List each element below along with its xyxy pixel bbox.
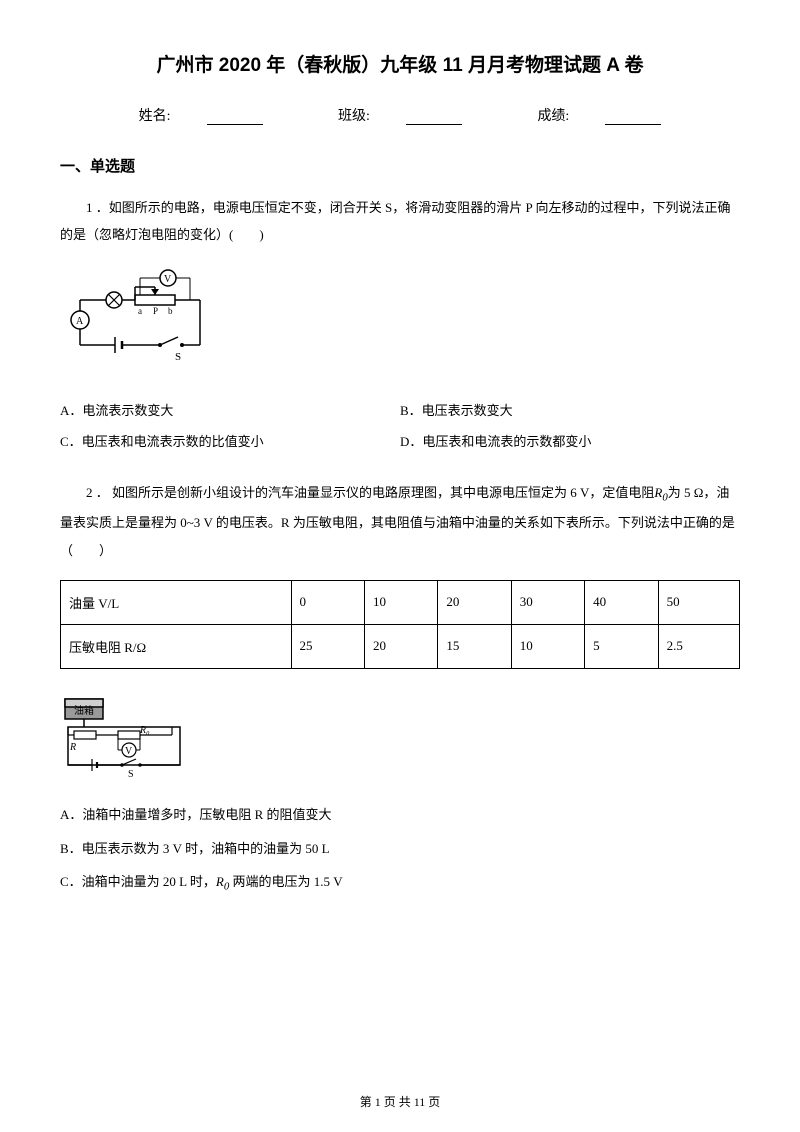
- svg-text:P: P: [153, 306, 158, 316]
- q1-option-b: B．电压表示数变大: [400, 395, 740, 426]
- table-header-resistance: 压敏电阻 R/Ω: [61, 624, 292, 668]
- table-header-oil: 油量 V/L: [61, 580, 292, 624]
- score-field: 成绩:: [519, 109, 679, 124]
- svg-text:油箱: 油箱: [74, 704, 94, 717]
- table-row: 压敏电阻 R/Ω 25 20 15 10 5 2.5: [61, 624, 740, 668]
- svg-text:R: R: [69, 742, 76, 753]
- q2-circuit-diagram: 油箱 R R₀ V: [60, 695, 740, 780]
- svg-text:b: b: [168, 306, 173, 316]
- table-row: 油量 V/L 0 10 20 30 40 50: [61, 580, 740, 624]
- svg-text:A: A: [76, 316, 84, 327]
- exam-title: 广州市 2020 年（春秋版）九年级 11 月月考物理试题 A 卷: [60, 50, 740, 77]
- q1-option-d: D．电压表和电流表的示数都变小: [400, 426, 740, 457]
- q1-circuit-diagram: S a P b V: [60, 265, 740, 375]
- q2-text: 2 ． 如图所示是创新小组设计的汽车油量显示仪的电路原理图，其中电源电压恒定为 …: [60, 479, 740, 564]
- q2-data-table: 油量 V/L 0 10 20 30 40 50 压敏电阻 R/Ω 25 20 1…: [60, 580, 740, 669]
- page-footer: 第 1 页 共 11 页: [0, 1093, 800, 1110]
- q2-options: A．油箱中油量增多时，压敏电阻 R 的阻值变大 B．电压表示数为 3 V 时，油…: [60, 798, 740, 901]
- q2-option-a: A．油箱中油量增多时，压敏电阻 R 的阻值变大: [60, 798, 740, 832]
- q2-option-c: C．油箱中油量为 20 L 时，R0 两端的电压为 1.5 V: [60, 865, 740, 901]
- q2-option-b: B．电压表示数为 3 V 时，油箱中的油量为 50 L: [60, 832, 740, 866]
- student-info-row: 姓名: 班级: 成绩:: [60, 105, 740, 125]
- svg-text:S: S: [175, 351, 181, 363]
- q1-options: A．电流表示数变大 B．电压表示数变大 C．电压表和电流表示数的比值变小 D．电…: [60, 395, 740, 457]
- svg-text:V: V: [164, 274, 172, 285]
- q1-option-c: C．电压表和电流表示数的比值变小: [60, 426, 400, 457]
- name-field: 姓名:: [121, 109, 281, 124]
- q1-option-a: A．电流表示数变大: [60, 395, 400, 426]
- svg-text:S: S: [128, 769, 134, 780]
- svg-text:R₀: R₀: [139, 725, 150, 736]
- q1-text: 1 ．如图所示的电路，电源电压恒定不变，闭合开关 S，将滑动变阻器的滑片 P 向…: [60, 194, 740, 249]
- class-field: 班级:: [320, 109, 480, 124]
- svg-text:V: V: [125, 746, 133, 757]
- svg-text:a: a: [138, 306, 142, 316]
- section-single-choice: 一、单选题: [60, 155, 740, 176]
